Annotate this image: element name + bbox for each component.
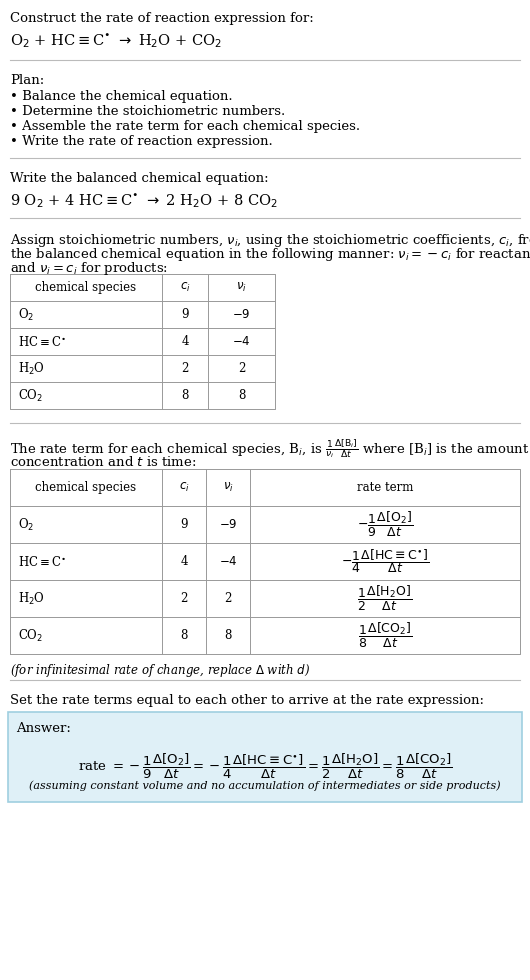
- Text: 2: 2: [238, 362, 245, 375]
- Text: Assign stoichiometric numbers, $\nu_i$, using the stoichiometric coefficients, $: Assign stoichiometric numbers, $\nu_i$, …: [10, 232, 530, 249]
- Text: O$_2$: O$_2$: [18, 307, 34, 322]
- Text: • Balance the chemical equation.: • Balance the chemical equation.: [10, 90, 233, 103]
- Text: $c_i$: $c_i$: [179, 481, 189, 494]
- Text: and $\nu_i = c_i$ for products:: and $\nu_i = c_i$ for products:: [10, 260, 168, 277]
- FancyBboxPatch shape: [8, 712, 522, 802]
- Text: Plan:: Plan:: [10, 74, 44, 87]
- Text: chemical species: chemical species: [36, 281, 137, 294]
- Text: $-4$: $-4$: [232, 335, 251, 348]
- Text: Construct the rate of reaction expression for:: Construct the rate of reaction expressio…: [10, 12, 314, 25]
- Text: (assuming constant volume and no accumulation of intermediates or side products): (assuming constant volume and no accumul…: [29, 780, 501, 791]
- Text: chemical species: chemical species: [36, 481, 137, 494]
- Text: 9: 9: [180, 518, 188, 531]
- Text: $\dfrac{1}{2}\dfrac{\Delta[\mathrm{H_2O}]}{\Delta t}$: $\dfrac{1}{2}\dfrac{\Delta[\mathrm{H_2O}…: [357, 584, 412, 613]
- Text: O$_2$: O$_2$: [18, 516, 34, 532]
- Text: $-9$: $-9$: [232, 308, 251, 321]
- Text: $-\dfrac{1}{4}\dfrac{\Delta[\mathrm{HC{\equiv}C^{\bullet}}]}{\Delta t}$: $-\dfrac{1}{4}\dfrac{\Delta[\mathrm{HC{\…: [341, 548, 429, 575]
- Text: H$_2$O: H$_2$O: [18, 361, 45, 376]
- Text: Answer:: Answer:: [16, 722, 71, 735]
- Text: Write the balanced chemical equation:: Write the balanced chemical equation:: [10, 172, 269, 185]
- Text: HC$\equiv$C$^{\bullet}$: HC$\equiv$C$^{\bullet}$: [18, 334, 67, 349]
- Text: CO$_2$: CO$_2$: [18, 387, 43, 404]
- Text: HC$\equiv$C$^{\bullet}$: HC$\equiv$C$^{\bullet}$: [18, 555, 67, 568]
- Text: rate term: rate term: [357, 481, 413, 494]
- Text: $-9$: $-9$: [219, 518, 237, 531]
- Text: 8: 8: [180, 629, 188, 642]
- Text: 4: 4: [180, 555, 188, 568]
- Text: Set the rate terms equal to each other to arrive at the rate expression:: Set the rate terms equal to each other t…: [10, 694, 484, 707]
- Text: H$_2$O: H$_2$O: [18, 590, 45, 607]
- Text: rate $= -\dfrac{1}{9}\dfrac{\Delta[\mathrm{O_2}]}{\Delta t} = -\dfrac{1}{4}\dfra: rate $= -\dfrac{1}{9}\dfrac{\Delta[\math…: [77, 752, 453, 781]
- Text: The rate term for each chemical species, B$_i$, is $\frac{1}{\nu_i}\frac{\Delta[: The rate term for each chemical species,…: [10, 437, 529, 460]
- Text: 8: 8: [181, 389, 189, 402]
- Text: 4: 4: [181, 335, 189, 348]
- Text: the balanced chemical equation in the following manner: $\nu_i = -c_i$ for react: the balanced chemical equation in the fo…: [10, 246, 530, 263]
- Text: $c_i$: $c_i$: [180, 281, 190, 294]
- Text: • Write the rate of reaction expression.: • Write the rate of reaction expression.: [10, 135, 273, 148]
- Text: $-\dfrac{1}{9}\dfrac{\Delta[\mathrm{O_2}]}{\Delta t}$: $-\dfrac{1}{9}\dfrac{\Delta[\mathrm{O_2}…: [357, 510, 413, 539]
- Text: 2: 2: [224, 592, 232, 605]
- Text: $\nu_i$: $\nu_i$: [223, 481, 233, 494]
- Text: $\dfrac{1}{8}\dfrac{\Delta[\mathrm{CO_2}]}{\Delta t}$: $\dfrac{1}{8}\dfrac{\Delta[\mathrm{CO_2}…: [358, 621, 412, 650]
- Text: 8: 8: [224, 629, 232, 642]
- Text: $-4$: $-4$: [219, 555, 237, 568]
- Text: 9 O$_2$ + 4 HC$\equiv$C$^{\bullet}$ $\rightarrow$ 2 H$_2$O + 8 CO$_2$: 9 O$_2$ + 4 HC$\equiv$C$^{\bullet}$ $\ri…: [10, 192, 278, 210]
- Text: 8: 8: [238, 389, 245, 402]
- Text: CO$_2$: CO$_2$: [18, 627, 43, 644]
- Text: concentration and $t$ is time:: concentration and $t$ is time:: [10, 455, 197, 469]
- Text: 2: 2: [181, 362, 189, 375]
- Text: (for infinitesimal rate of change, replace $\Delta$ with $d$): (for infinitesimal rate of change, repla…: [10, 662, 311, 679]
- Text: 2: 2: [180, 592, 188, 605]
- Text: $\nu_i$: $\nu_i$: [236, 281, 247, 294]
- Text: 9: 9: [181, 308, 189, 321]
- Text: • Assemble the rate term for each chemical species.: • Assemble the rate term for each chemic…: [10, 120, 360, 133]
- Text: • Determine the stoichiometric numbers.: • Determine the stoichiometric numbers.: [10, 105, 285, 118]
- Text: O$_2$ + HC$\equiv$C$^{\bullet}$ $\rightarrow$ H$_2$O + CO$_2$: O$_2$ + HC$\equiv$C$^{\bullet}$ $\righta…: [10, 32, 222, 50]
